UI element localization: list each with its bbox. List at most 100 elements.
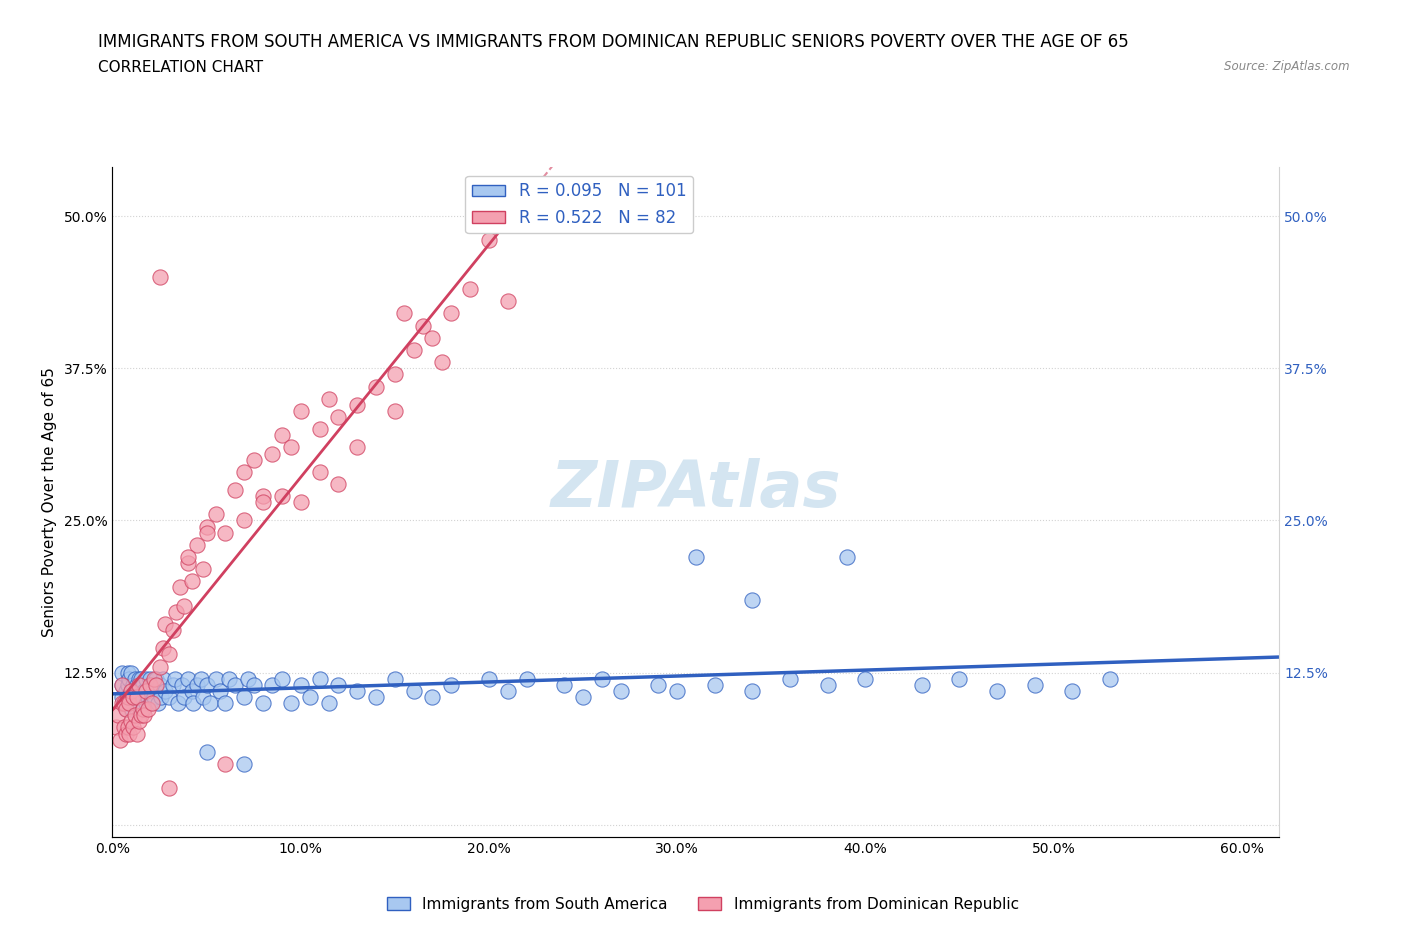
Point <box>142 671 165 686</box>
Point <box>572 689 595 704</box>
Point <box>129 671 152 686</box>
Point <box>1099 671 1122 686</box>
Point <box>741 684 763 698</box>
Point <box>270 488 292 503</box>
Point <box>516 671 538 686</box>
Point <box>270 428 292 443</box>
Point <box>191 562 214 577</box>
Point <box>111 677 134 692</box>
Point <box>118 671 141 686</box>
Point <box>128 677 150 692</box>
Point <box>224 483 246 498</box>
Legend: R = 0.095   N = 101, R = 0.522   N = 82: R = 0.095 N = 101, R = 0.522 N = 82 <box>465 176 693 233</box>
Point <box>148 659 170 674</box>
Point <box>131 702 153 717</box>
Text: CORRELATION CHART: CORRELATION CHART <box>98 60 263 75</box>
Point <box>205 507 228 522</box>
Point <box>183 696 205 711</box>
Point <box>422 689 444 704</box>
Point <box>124 708 146 723</box>
Text: Source: ZipAtlas.com: Source: ZipAtlas.com <box>1225 60 1350 73</box>
Point <box>911 677 934 692</box>
Point <box>741 592 763 607</box>
Point <box>157 647 180 662</box>
Point <box>478 671 501 686</box>
Point <box>120 684 142 698</box>
Point <box>117 720 139 735</box>
Point <box>402 684 425 698</box>
Point <box>122 689 145 704</box>
Point <box>412 318 434 333</box>
Point <box>233 689 256 704</box>
Point <box>125 726 148 741</box>
Point <box>364 689 387 704</box>
Point <box>105 720 128 735</box>
Point <box>111 689 134 704</box>
Point <box>195 744 218 759</box>
Point <box>136 702 159 717</box>
Point <box>853 671 876 686</box>
Point <box>553 677 575 692</box>
Point <box>177 555 200 570</box>
Point <box>328 677 350 692</box>
Point <box>308 464 330 479</box>
Point <box>141 677 163 692</box>
Point <box>214 696 236 711</box>
Point <box>172 677 194 692</box>
Point <box>458 282 481 297</box>
Point <box>129 689 152 704</box>
Point <box>218 671 240 686</box>
Point <box>157 781 180 796</box>
Point <box>214 525 236 540</box>
Point <box>252 488 274 503</box>
Point <box>252 696 274 711</box>
Point <box>346 440 368 455</box>
Point <box>139 696 162 711</box>
Point <box>647 677 669 692</box>
Point <box>162 677 184 692</box>
Text: ZIPAtlas: ZIPAtlas <box>551 458 841 520</box>
Point <box>817 677 839 692</box>
Point <box>136 689 159 704</box>
Point <box>346 684 368 698</box>
Point <box>150 689 173 704</box>
Point <box>139 671 162 686</box>
Point <box>186 538 208 552</box>
Point <box>440 306 463 321</box>
Point <box>118 726 141 741</box>
Point <box>173 689 195 704</box>
Point <box>120 665 142 680</box>
Point <box>195 677 218 692</box>
Point <box>142 689 165 704</box>
Point <box>122 677 145 692</box>
Point <box>125 689 148 704</box>
Point <box>440 677 463 692</box>
Point <box>422 330 444 345</box>
Point <box>384 367 406 382</box>
Point <box>177 550 200 565</box>
Point <box>384 671 406 686</box>
Point <box>195 525 218 540</box>
Point <box>169 580 191 595</box>
Point <box>120 714 142 729</box>
Point <box>180 574 202 589</box>
Point <box>124 671 146 686</box>
Point <box>496 684 519 698</box>
Point <box>114 702 136 717</box>
Point <box>402 342 425 357</box>
Point <box>111 677 134 692</box>
Point <box>242 452 264 467</box>
Point <box>384 404 406 418</box>
Point <box>430 354 453 369</box>
Point <box>200 696 222 711</box>
Point <box>233 513 256 528</box>
Point <box>224 677 246 692</box>
Point <box>128 714 150 729</box>
Point <box>114 702 136 717</box>
Point <box>496 294 519 309</box>
Point <box>114 726 136 741</box>
Point <box>233 756 256 771</box>
Point <box>152 641 174 656</box>
Point <box>364 379 387 394</box>
Point <box>114 684 136 698</box>
